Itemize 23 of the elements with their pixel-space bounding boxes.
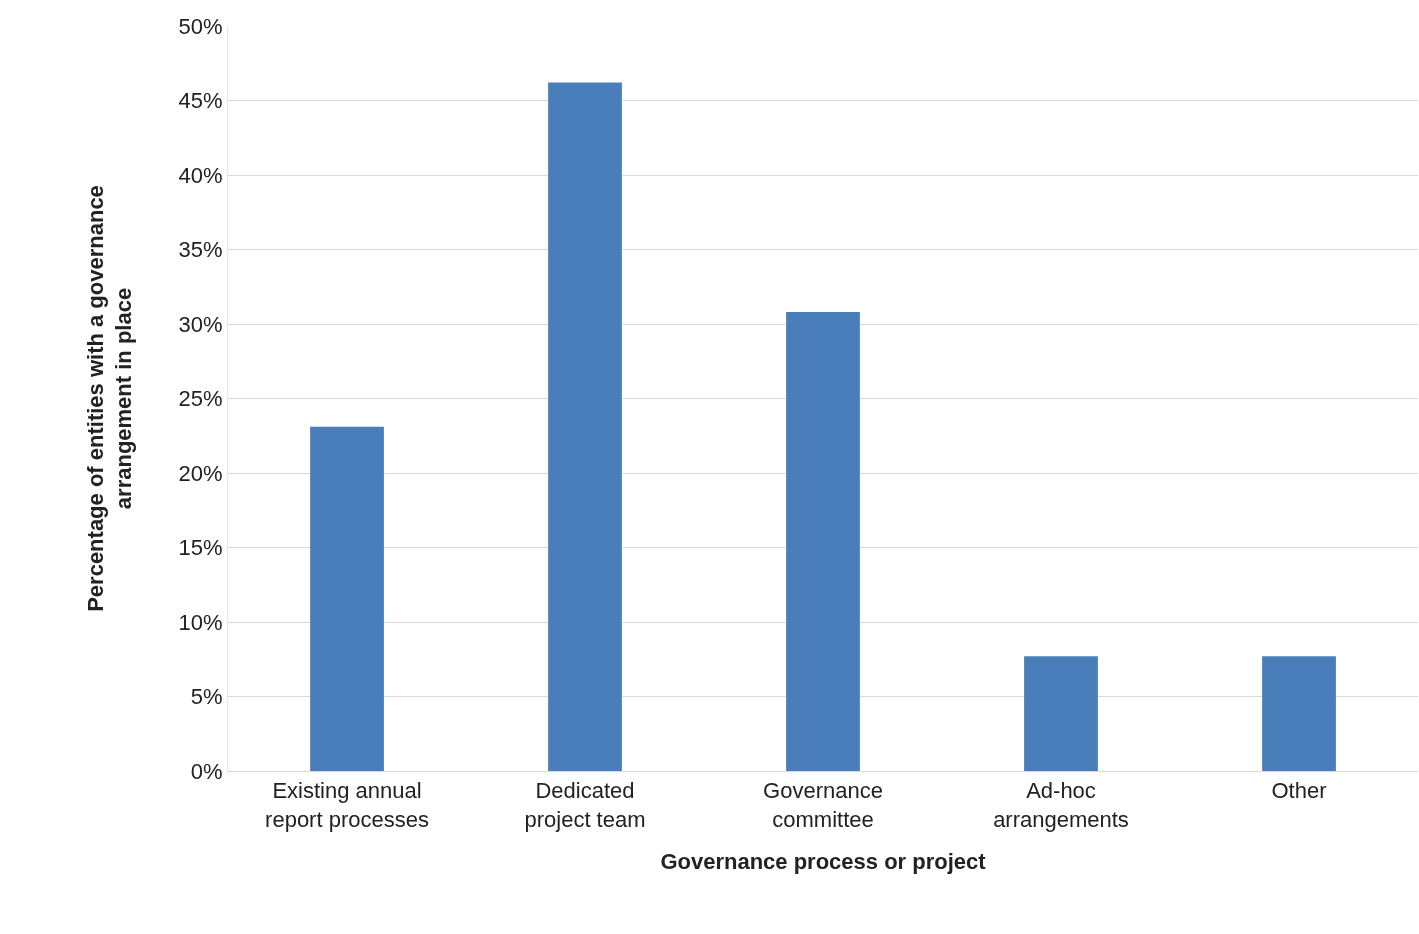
y-tick-label: 45% — [178, 88, 223, 114]
y-tick-label: 10% — [178, 609, 223, 635]
y-axis-title: Percentage of entities with a governance arrangement in place — [82, 185, 137, 612]
bar — [1262, 656, 1336, 771]
x-tick-label: Other — [1271, 778, 1327, 804]
x-tick-label: Governance committee — [763, 778, 883, 832]
y-tick-label: 30% — [178, 311, 223, 337]
bar — [786, 312, 860, 771]
x-axis-title: Governance process or project — [660, 848, 987, 874]
bar — [548, 82, 622, 771]
x-tick-label: Ad-hoc arrangements — [993, 778, 1129, 832]
y-tick-label: 0% — [190, 758, 223, 784]
y-tick-label: 15% — [178, 535, 223, 561]
x-tick-label: Dedicated project team — [524, 778, 646, 832]
y-tick-label: 5% — [190, 684, 223, 710]
y-tick-label: 20% — [178, 460, 223, 486]
bar — [310, 426, 384, 771]
y-tick-label: 40% — [178, 162, 223, 188]
bar — [1024, 656, 1098, 771]
y-tick-label: 35% — [178, 237, 223, 263]
y-tick-label: 25% — [178, 386, 223, 412]
x-tick-label: Existing annual report processes — [265, 778, 429, 832]
y-tick-label: 50% — [178, 13, 223, 39]
